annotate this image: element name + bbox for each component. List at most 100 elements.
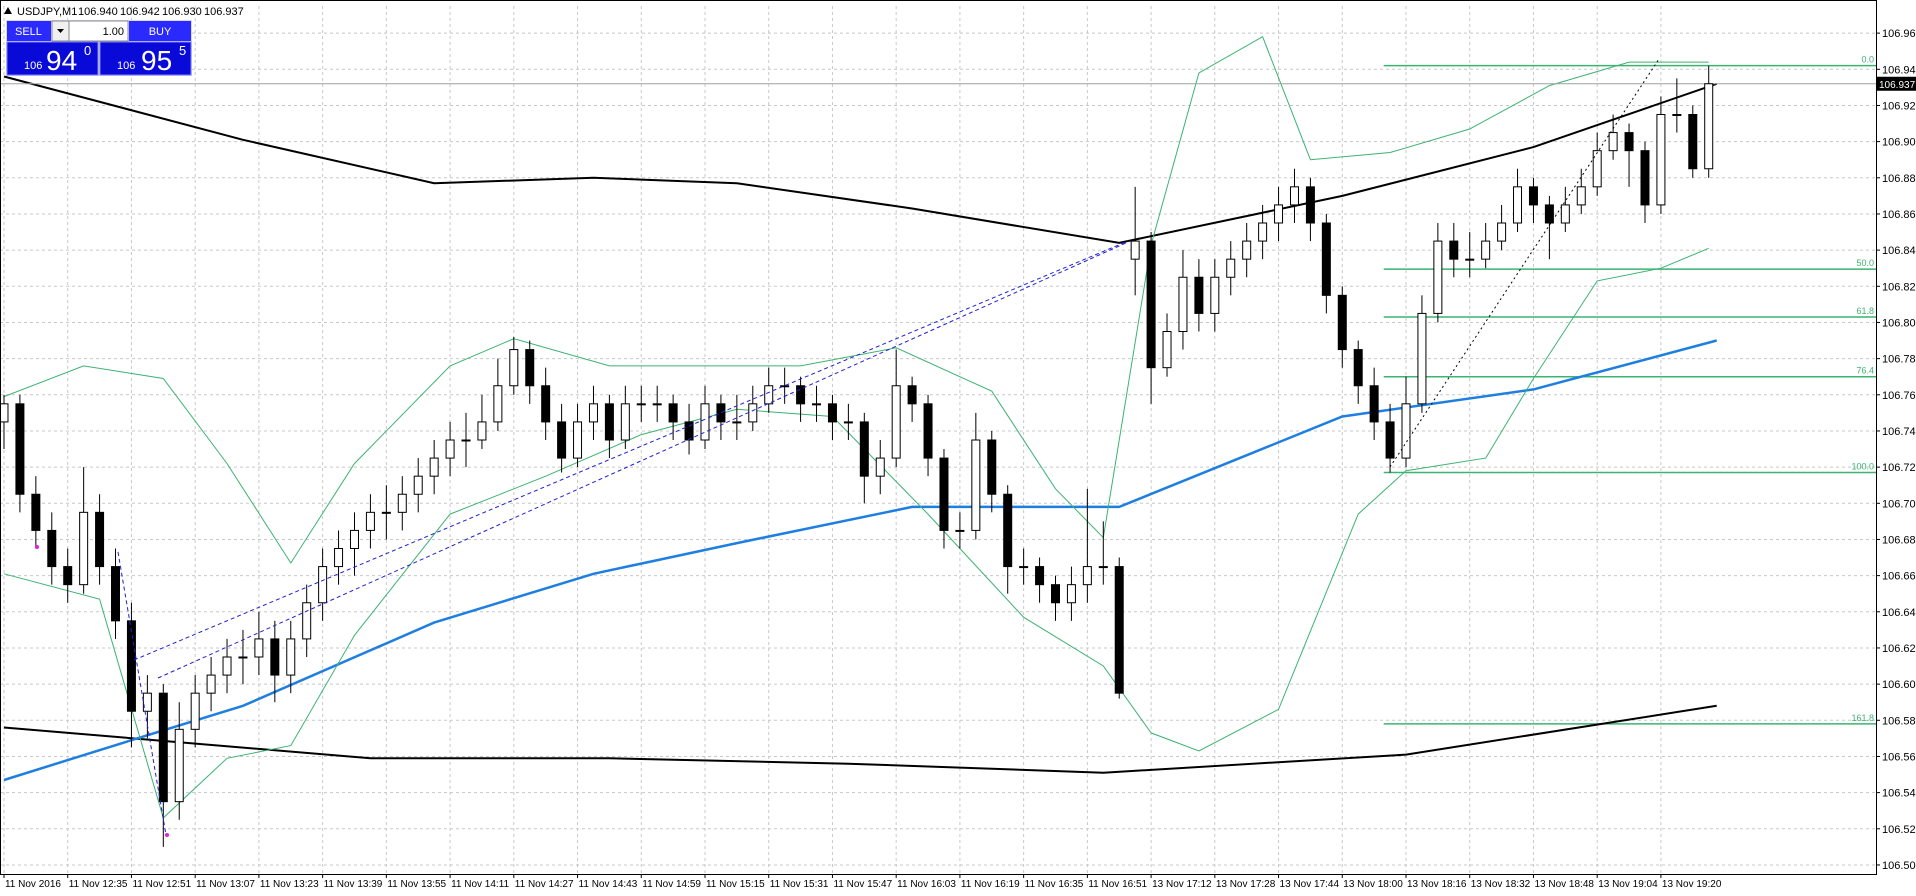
candle-body xyxy=(1528,186,1538,206)
x-tick-label: 11 Nov 12:35 xyxy=(69,879,128,890)
candle-body xyxy=(1289,186,1299,206)
candle-body xyxy=(63,566,73,586)
candle-body xyxy=(413,475,423,495)
candle-body xyxy=(142,692,152,712)
candle-body xyxy=(620,403,630,441)
y-tick-label: 106.645 xyxy=(1882,607,1916,619)
candle-body xyxy=(95,511,105,568)
price-label: 106.937 xyxy=(1879,80,1916,91)
candle-body xyxy=(365,511,375,531)
sell-button[interactable] xyxy=(7,21,51,41)
buy-label: BUY xyxy=(149,26,172,38)
candle-body xyxy=(1019,566,1029,569)
candle-body xyxy=(1688,114,1698,170)
x-tick-label: 13 Nov 18:48 xyxy=(1534,879,1594,890)
buy-price-pips: 95 xyxy=(141,45,172,76)
x-tick-label: 13 Nov 17:28 xyxy=(1216,879,1276,890)
candle-body xyxy=(190,692,200,730)
sell-price-pips: 94 xyxy=(46,45,77,76)
candle-body xyxy=(780,385,790,388)
x-tick-label: 13 Nov 17:12 xyxy=(1152,879,1212,890)
y-tick-label: 106.745 xyxy=(1882,426,1916,438)
x-tick-label: 11 Nov 2016 xyxy=(5,879,61,890)
x-tick-label: 11 Nov 16:19 xyxy=(961,879,1020,890)
candle-body xyxy=(1082,566,1092,586)
candle-body xyxy=(1274,204,1284,224)
indicator-line xyxy=(3,75,1718,244)
candle-body xyxy=(843,421,853,424)
candle-body xyxy=(0,403,9,423)
candle-body xyxy=(1624,132,1634,152)
y-tick-label: 106.805 xyxy=(1882,317,1916,329)
lot-field[interactable] xyxy=(68,20,129,42)
candle-body xyxy=(349,529,359,550)
candle-body xyxy=(875,457,885,477)
candle-body xyxy=(334,548,344,568)
fib-label: 0.0 xyxy=(1861,55,1874,65)
candle-body xyxy=(971,439,981,531)
candle-body xyxy=(509,349,519,387)
candle-body xyxy=(1035,566,1045,586)
candle-body xyxy=(541,385,551,423)
candle-body xyxy=(15,403,25,495)
y-tick-label: 106.765 xyxy=(1882,390,1916,402)
symbol: USDJPY,M1 xyxy=(17,6,77,18)
y-tick-label: 106.825 xyxy=(1882,281,1916,293)
sell-label: SELL xyxy=(15,26,42,38)
plot-border xyxy=(0,0,1877,875)
fib-baseline xyxy=(1389,58,1660,468)
candle-body xyxy=(158,692,168,803)
y-tick-label: 106.925 xyxy=(1882,100,1916,112)
candle-body xyxy=(1560,204,1570,224)
candle-body xyxy=(1003,493,1013,568)
y-tick-label: 106.945 xyxy=(1882,64,1916,76)
candle-body xyxy=(31,493,41,531)
candle-body xyxy=(557,421,567,459)
marker xyxy=(165,833,169,837)
candle-body xyxy=(955,529,965,532)
dropdown-arrow xyxy=(57,29,64,33)
candle-body xyxy=(1050,584,1060,604)
candle-body xyxy=(1353,349,1363,387)
candle-body xyxy=(764,385,774,405)
indicator-line xyxy=(3,247,1709,819)
candle-body xyxy=(1513,186,1523,224)
buy-price-point: 5 xyxy=(179,43,186,58)
candle-body xyxy=(812,403,822,406)
candle-body xyxy=(891,385,901,459)
candle-body xyxy=(174,728,184,803)
y-tick-label: 106.965 xyxy=(1882,28,1916,40)
candle-body xyxy=(79,511,89,586)
y-tick-label: 106.665 xyxy=(1882,571,1916,583)
candle-body xyxy=(1385,421,1395,459)
candle-body xyxy=(1497,222,1507,242)
channel-line xyxy=(117,551,167,836)
collapse-icon[interactable] xyxy=(4,7,12,14)
candle-body xyxy=(748,403,758,423)
candle-body xyxy=(684,421,694,441)
candle-body xyxy=(987,439,997,495)
candle-body xyxy=(461,439,471,442)
y-tick-label: 106.785 xyxy=(1882,354,1916,366)
channel-line xyxy=(157,241,1129,679)
candle-body xyxy=(1305,186,1315,224)
candle-body xyxy=(1066,584,1076,604)
fib-label: 50.0 xyxy=(1856,258,1874,268)
buy-button[interactable] xyxy=(129,21,191,41)
y-tick-label: 106.545 xyxy=(1882,788,1916,800)
candle-body xyxy=(636,403,646,406)
x-tick-label: 13 Nov 17:44 xyxy=(1280,879,1340,890)
buy-price-box[interactable] xyxy=(99,41,192,76)
candle-body xyxy=(126,620,136,712)
x-tick-label: 11 Nov 12:51 xyxy=(132,879,191,890)
x-tick-label: 11 Nov 14:59 xyxy=(642,879,701,890)
candle-body xyxy=(1178,276,1188,332)
candle-body xyxy=(1401,403,1411,459)
marker xyxy=(35,545,39,549)
sell-price-box[interactable] xyxy=(6,41,99,76)
y-tick-label: 106.845 xyxy=(1882,245,1916,257)
trade-panel: SELL 1.00 BUY 106 94 0 106 95 5 xyxy=(6,20,192,76)
candle-body xyxy=(1656,114,1666,206)
